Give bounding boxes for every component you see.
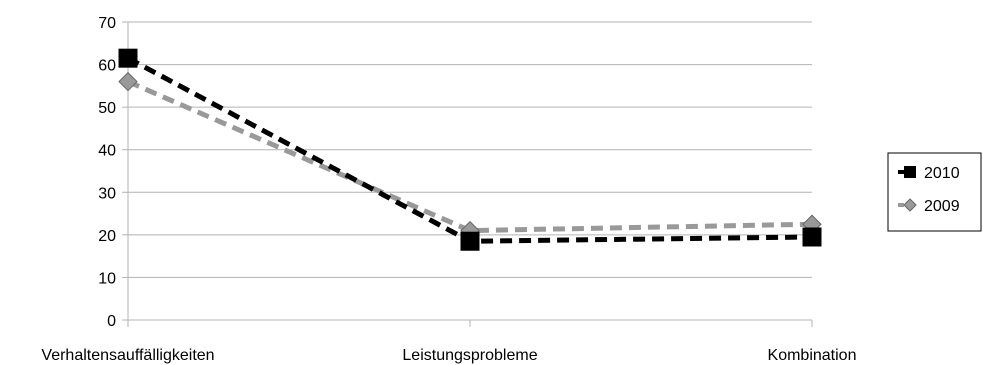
x-tick-label: Leistungsprobleme xyxy=(402,347,537,364)
legend-box xyxy=(887,152,982,232)
y-tick-label: 60 xyxy=(98,58,116,75)
legend-square-icon xyxy=(904,166,916,178)
data-point-2010 xyxy=(460,231,480,251)
x-tick-label: Verhaltensauffälligkeiten xyxy=(41,347,214,364)
legend: 2010 2009 xyxy=(887,152,982,232)
y-tick-label: 0 xyxy=(107,313,116,330)
y-axis-ticks: 0 10 20 30 40 50 60 70 xyxy=(98,15,128,330)
series-2009 xyxy=(118,71,822,241)
legend-diamond-icon xyxy=(903,198,917,212)
data-point-2009 xyxy=(118,71,138,92)
legend-item-2009: 2009 xyxy=(898,198,960,215)
y-tick-label: 10 xyxy=(98,270,116,287)
y-tick-label: 30 xyxy=(98,185,116,202)
y-tick-label: 40 xyxy=(98,143,116,160)
y-tick-label: 20 xyxy=(98,228,116,245)
series-line-2009 xyxy=(127,79,813,234)
legend-label: 2010 xyxy=(924,165,960,182)
axes xyxy=(127,22,812,321)
data-point-2010 xyxy=(118,48,138,68)
series-layer xyxy=(118,48,822,251)
y-tick-label: 70 xyxy=(98,15,116,32)
legend-label: 2009 xyxy=(924,198,960,215)
y-tick-label: 50 xyxy=(98,100,116,117)
legend-item-2010: 2010 xyxy=(898,165,960,182)
series-2010 xyxy=(118,48,822,251)
gridlines xyxy=(128,21,812,278)
x-axis-ticks: Verhaltensauffälligkeiten Leistungsproble… xyxy=(41,320,856,364)
data-point-2010 xyxy=(802,227,822,247)
x-tick-label: Kombination xyxy=(768,347,857,364)
